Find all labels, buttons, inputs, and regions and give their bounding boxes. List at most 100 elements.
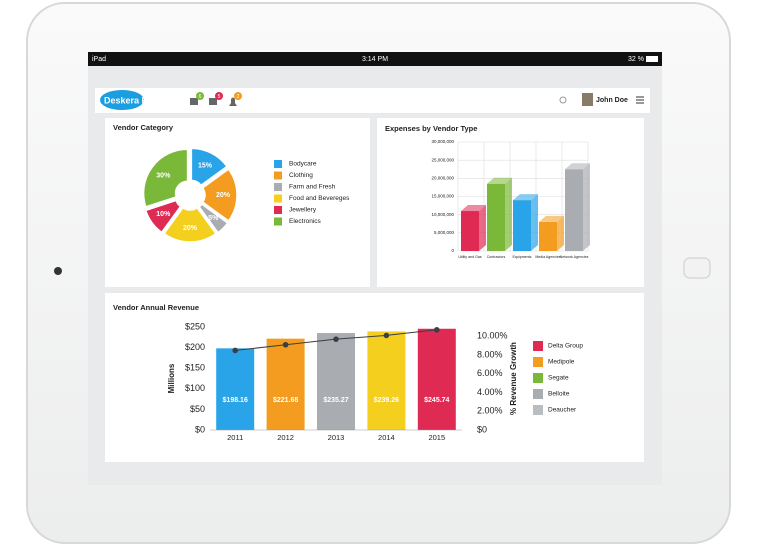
x-tick-label: 2015 xyxy=(428,433,445,442)
bar-top xyxy=(513,194,538,201)
legend-label: Segate xyxy=(548,375,569,382)
home-button[interactable] xyxy=(683,257,711,279)
legend-label: Belloite xyxy=(548,391,570,398)
y-tick-label: $150 xyxy=(185,363,205,373)
badge-count: 6 xyxy=(199,94,202,100)
legend-swatch xyxy=(533,341,543,351)
y-axis-label: Millions xyxy=(167,363,176,393)
slice-label: 10% xyxy=(156,211,171,218)
y2-tick-label: 6.00% xyxy=(477,368,503,378)
icon-mail[interactable] xyxy=(209,98,217,105)
status-bar xyxy=(88,52,662,66)
legend-label: Deaucher xyxy=(548,407,577,414)
y2-tick-label: 4.00% xyxy=(477,387,503,397)
badge xyxy=(215,92,223,100)
bar-side xyxy=(505,177,512,251)
pie-slice xyxy=(163,206,217,243)
y2-tick-label: 2.00% xyxy=(477,406,503,416)
slice-label: 15% xyxy=(198,162,213,169)
bar-top xyxy=(461,205,486,212)
pie-slice xyxy=(142,148,189,208)
avatar[interactable] xyxy=(582,93,593,106)
x-tick-label: Equipments xyxy=(513,255,532,259)
y-tick-label: 5,000,000 xyxy=(434,230,455,235)
y2-tick-label: 10.00% xyxy=(477,331,508,341)
bar-side xyxy=(557,215,564,251)
legend-label: Farm and Fresh xyxy=(289,184,336,191)
status-device: iPad xyxy=(92,56,106,63)
bar-value-label: $235.27 xyxy=(323,397,348,404)
legend-swatch xyxy=(533,389,543,399)
bar xyxy=(513,200,531,251)
legend-label: Medipole xyxy=(548,359,575,366)
y-tick-label: $0 xyxy=(195,424,205,434)
legend-label: Clothing xyxy=(289,172,313,179)
menu-icon[interactable] xyxy=(636,96,644,104)
legend-label: Jewellery xyxy=(289,207,317,214)
y2-axis-label: % Revenue Growth xyxy=(509,342,518,415)
slice-label: 20% xyxy=(216,192,231,199)
y-tick-label: 25,000,000 xyxy=(431,157,454,162)
x-tick-label: 2011 xyxy=(227,433,243,442)
bar xyxy=(539,221,557,251)
legend-label: Electronics xyxy=(289,218,322,225)
badge-count: 2 xyxy=(237,94,240,100)
slice-label: 20% xyxy=(183,225,198,232)
bar xyxy=(317,333,355,430)
bar xyxy=(565,169,583,251)
x-tick-label: Network Agencies xyxy=(560,255,589,259)
bar xyxy=(367,331,406,430)
camera xyxy=(54,267,62,275)
bar-value-label: $198.16 xyxy=(223,397,248,404)
legend-swatch xyxy=(274,160,282,168)
bar-value-label: $239.26 xyxy=(374,397,399,404)
logo[interactable]: Deskera ERP xyxy=(104,95,160,105)
bar-value-label: $221.68 xyxy=(273,397,298,404)
icon-tasks[interactable] xyxy=(190,98,198,105)
growth-point xyxy=(232,347,238,354)
status-time: 3:14 PM xyxy=(362,56,388,63)
badge xyxy=(196,92,204,100)
icon-bell[interactable] xyxy=(229,97,237,107)
user-name[interactable]: John Doe xyxy=(596,97,628,104)
chart-title: Vendor Category xyxy=(113,123,174,132)
chart-title: Vendor Annual Revenue xyxy=(113,303,199,312)
bar-side xyxy=(531,194,538,251)
status-battery: 32 % xyxy=(628,56,644,63)
search-icon[interactable] xyxy=(559,96,567,104)
legend-swatch xyxy=(533,357,543,367)
x-tick-label: Utility and Gas xyxy=(458,255,482,259)
x-tick-label: 2014 xyxy=(378,433,395,442)
bar-side xyxy=(479,205,486,251)
logo-cloud xyxy=(100,90,144,110)
y-tick-label: 0 xyxy=(451,248,454,253)
y-tick-label: $200 xyxy=(185,342,205,352)
y2-tick-label: 8.00% xyxy=(477,349,503,359)
y-tick-label: 15,000,000 xyxy=(431,194,454,199)
growth-point xyxy=(333,336,339,342)
legend-swatch xyxy=(533,373,543,383)
badge-count: 5 xyxy=(218,94,221,100)
y-tick-label: $250 xyxy=(185,321,205,331)
app-header xyxy=(95,88,650,113)
y-tick-label: 10,000,000 xyxy=(431,212,454,217)
legend-label: Food and Bevereges xyxy=(289,195,350,202)
bar xyxy=(266,338,305,430)
legend-swatch xyxy=(274,217,282,226)
x-tick-label: 2012 xyxy=(277,433,294,442)
bar-value-label: $245.74 xyxy=(424,397,449,404)
bar-top xyxy=(487,177,512,184)
pie-slice xyxy=(198,203,229,234)
x-tick-label: Contractors xyxy=(487,255,506,259)
legend-label: Bodycare xyxy=(289,161,317,168)
bar xyxy=(216,348,255,430)
y2-tick-label: $0 xyxy=(477,424,487,434)
bar xyxy=(487,183,505,251)
chart-title: Expenses by Vendor Type xyxy=(385,124,477,133)
pie-slice xyxy=(144,199,182,234)
slice-label: 5% xyxy=(208,215,219,222)
growth-point xyxy=(434,327,440,333)
legend-label: Delta Group xyxy=(548,343,583,350)
